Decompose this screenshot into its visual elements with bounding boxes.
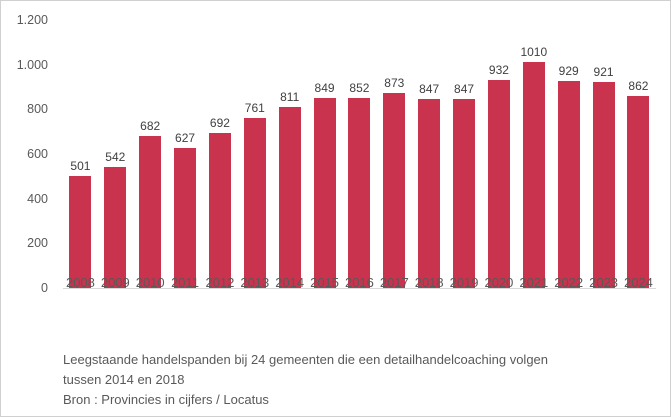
x-tick-label: 2009 [100, 275, 130, 290]
bar [139, 135, 162, 288]
bar [313, 98, 336, 288]
x-tick-label: 2024 [623, 275, 653, 290]
bar [69, 176, 92, 288]
bar [278, 106, 301, 288]
y-tick-label: 400 [27, 191, 48, 206]
bar-slot: 811 [272, 20, 307, 288]
bar [208, 133, 231, 288]
bar-chart: 1.200 1.000 800 600 400 200 0 501 542 682 627 692 7… [1, 13, 656, 295]
x-tick-label: 2010 [135, 275, 165, 290]
bar-value-label: 847 [454, 81, 475, 96]
bar [522, 62, 545, 288]
bar-value-label: 929 [558, 63, 579, 78]
bar-slot: 627 [168, 20, 203, 288]
bar [453, 98, 476, 288]
x-tick-label: 2023 [589, 275, 619, 290]
bar-value-label: 849 [314, 81, 335, 96]
bar-slot: 542 [98, 20, 133, 288]
y-axis: 1.200 1.000 800 600 400 200 0 [1, 13, 48, 295]
plot-area: 501 542 682 627 692 761 811 849 852 873 847 847 932 1… [63, 20, 656, 289]
bar [174, 147, 197, 288]
bar-value-label: 932 [488, 62, 509, 77]
bar-slot: 873 [377, 20, 412, 288]
bar-value-label: 1010 [520, 45, 548, 60]
x-tick-label: 2013 [240, 275, 270, 290]
bar-value-label: 692 [209, 116, 230, 131]
bar-value-label: 542 [105, 149, 126, 164]
x-tick-label: 2018 [414, 275, 444, 290]
caption-line-1: Leegstaande handelspanden bij 24 gemeent… [63, 352, 549, 367]
bar-slot: 849 [307, 20, 342, 288]
bar-value-label: 501 [70, 159, 91, 174]
y-tick-label: 800 [27, 102, 48, 117]
bar [627, 95, 650, 288]
bar [104, 166, 127, 288]
bar [487, 79, 510, 288]
bar-slot: 692 [203, 20, 238, 288]
bar [592, 82, 615, 288]
caption-line-2: tussen 2014 en 2018 [63, 372, 185, 387]
x-tick-label: 2022 [554, 275, 584, 290]
x-tick-label: 2014 [275, 275, 305, 290]
bar-value-label: 873 [384, 76, 405, 91]
x-tick-label: 2019 [449, 275, 479, 290]
bar [243, 118, 266, 288]
bar-slot: 929 [551, 20, 586, 288]
x-tick-label: 2020 [484, 275, 514, 290]
bar-value-label: 862 [628, 78, 649, 93]
y-tick-label: 200 [27, 236, 48, 251]
x-tick-label: 2015 [310, 275, 340, 290]
bar-slot: 847 [447, 20, 482, 288]
bar-slot: 862 [621, 20, 656, 288]
y-tick-label: 0 [41, 281, 48, 295]
bar-slot: 761 [237, 20, 272, 288]
bar-slot: 921 [586, 20, 621, 288]
x-tick-label: 2017 [379, 275, 409, 290]
bar-slot: 501 [63, 20, 98, 288]
x-axis: 2008 2009 2010 2011 2012 2013 2014 2015 2016 2017… [63, 275, 656, 290]
bar-value-label: 852 [349, 80, 370, 95]
x-tick-label: 2012 [205, 275, 235, 290]
y-tick-label: 1.200 [16, 13, 48, 27]
x-tick-label: 2008 [65, 275, 95, 290]
chart-caption: Leegstaande handelspanden bij 24 gemeent… [63, 350, 548, 410]
bar-slot: 932 [482, 20, 517, 288]
bar-value-label: 627 [175, 130, 196, 145]
bar [557, 80, 580, 288]
bar-slot: 847 [412, 20, 447, 288]
bar [383, 93, 406, 288]
x-tick-label: 2011 [171, 275, 200, 290]
x-tick-label: 2016 [344, 275, 374, 290]
bar-slot: 852 [342, 20, 377, 288]
bar-value-label: 847 [419, 81, 440, 96]
bar-slot: 1010 [516, 20, 551, 288]
bar-value-label: 921 [593, 65, 614, 80]
y-tick-label: 1.000 [16, 57, 48, 72]
bar-value-label: 811 [280, 89, 300, 104]
bar-slot: 682 [133, 20, 168, 288]
bar-value-label: 682 [140, 118, 161, 133]
bar-value-label: 761 [244, 101, 265, 116]
bar [348, 97, 371, 288]
x-tick-label: 2021 [519, 275, 549, 290]
caption-source: Bron : Provincies in cijfers / Locatus [63, 392, 269, 407]
y-tick-label: 600 [27, 147, 48, 161]
bar [418, 98, 441, 288]
